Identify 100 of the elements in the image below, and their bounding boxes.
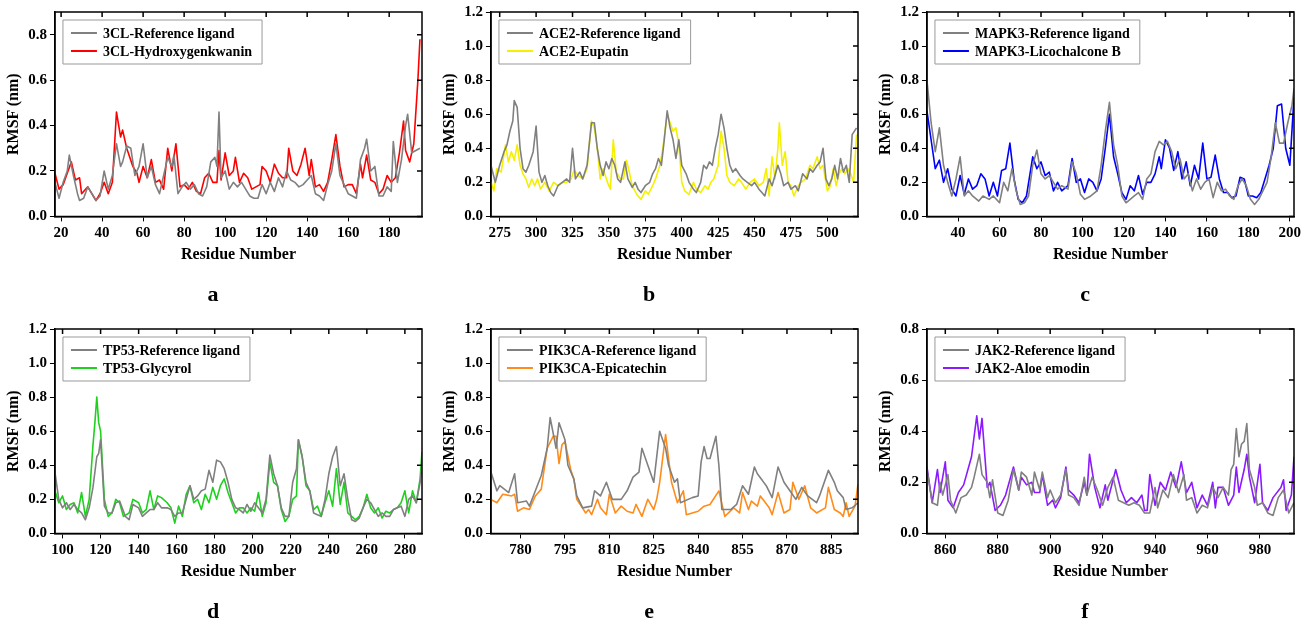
x-tick-label: 350	[597, 224, 621, 241]
text: e	[644, 598, 655, 624]
x-tick-label: 795	[553, 541, 577, 558]
y-tick-label: 1.2	[464, 2, 483, 19]
text: b	[642, 281, 656, 307]
x-tick-label: 425	[706, 224, 730, 241]
y-tick-label: 0.0	[464, 207, 483, 224]
x-tick-label: 80	[1033, 224, 1049, 241]
x-tick-label: 240	[317, 541, 341, 558]
y-tick-label: 0.2	[900, 173, 919, 190]
x-tick-label: 840	[686, 541, 710, 558]
x-tick-label: 140	[295, 224, 319, 241]
y-axis-title: RMSF (nm)	[439, 73, 458, 156]
y-tick-label: 0.4	[28, 116, 48, 133]
y-tick-label: 0.4	[464, 139, 484, 156]
x-tick-label: 450	[743, 224, 766, 241]
x-tick-label: 940	[1143, 541, 1167, 558]
x-tick-label: 80	[176, 224, 192, 241]
y-tick-label: 0.0	[28, 207, 47, 224]
y-tick-label: 0.6	[28, 71, 48, 88]
y-tick-label: 0.8	[28, 388, 47, 405]
x-tick-label: 780	[509, 541, 532, 558]
y-tick-label: 1.2	[464, 319, 483, 336]
legend-label: TP53-Reference ligand	[102, 342, 241, 358]
x-axis-title: Residue Number	[180, 245, 297, 263]
x-tick-label: 100	[1071, 224, 1094, 241]
x-tick-label: 140	[1154, 224, 1177, 241]
y-tick-label: 0.4	[900, 139, 920, 156]
y-axis-title: RMSF (nm)	[875, 73, 894, 156]
x-tick-label: 180	[377, 224, 401, 241]
x-tick-label: 200	[1278, 224, 1302, 241]
x-axis-title: Residue Number	[616, 245, 733, 263]
y-tick-label: 1.0	[464, 353, 483, 370]
x-axis-title: Residue Number	[1052, 245, 1169, 263]
x-tick-label: 885	[820, 541, 843, 558]
x-tick-label: 160	[1195, 224, 1219, 241]
x-tick-label: 325	[561, 224, 584, 241]
y-tick-label: 0.2	[900, 473, 919, 490]
y-tick-label: 0.8	[28, 25, 47, 42]
y-tick-label: 0.6	[464, 105, 484, 122]
legend-label: MAPK3-Reference ligand	[974, 25, 1131, 41]
legend-label: ACE2-Reference ligand	[538, 25, 681, 41]
y-tick-label: 0.0	[464, 524, 483, 541]
y-tick-label: 1.2	[900, 2, 919, 19]
x-tick-label: 275	[488, 224, 511, 241]
x-tick-label: 120	[254, 224, 278, 241]
y-tick-label: 1.0	[28, 353, 47, 370]
x-tick-label: 60	[992, 224, 1008, 241]
x-tick-label: 180	[1237, 224, 1260, 241]
y-tick-label: 0.0	[900, 207, 919, 224]
y-tick-label: 1.2	[28, 319, 47, 336]
y-axis-title: RMSF (nm)	[3, 73, 22, 156]
x-tick-label: 475	[779, 224, 803, 241]
x-tick-label: 500	[816, 224, 839, 241]
y-tick-label: 0.4	[464, 456, 484, 473]
x-tick-label: 60	[135, 224, 151, 241]
text: c	[1080, 281, 1091, 307]
y-tick-label: 0.0	[900, 524, 919, 541]
x-axis-title: Residue Number	[1052, 562, 1169, 580]
y-tick-label: 0.8	[900, 71, 919, 88]
x-tick-label: 120	[1112, 224, 1136, 241]
x-tick-label: 220	[279, 541, 303, 558]
text: d	[206, 598, 220, 624]
x-tick-label: 260	[355, 541, 379, 558]
legend-label: JAK2-Aloe emodin	[974, 360, 1090, 376]
x-tick-label: 900	[1038, 541, 1062, 558]
x-tick-label: 300	[524, 224, 548, 241]
legend-label: 3CL-Hydroxygenkwanin	[102, 43, 253, 59]
x-tick-label: 960	[1196, 541, 1219, 558]
x-tick-label: 870	[775, 541, 799, 558]
y-tick-label: 0.2	[28, 161, 47, 178]
x-tick-label: 825	[642, 541, 665, 558]
x-tick-label: 200	[241, 541, 264, 558]
text: f	[1081, 598, 1090, 624]
legend-label: JAK2-Reference ligand	[974, 342, 1116, 358]
x-tick-label: 880	[986, 541, 1009, 558]
y-tick-label: 1.0	[464, 36, 483, 53]
y-tick-label: 0.6	[900, 105, 920, 122]
x-tick-label: 160	[336, 224, 360, 241]
x-tick-label: 860	[934, 541, 957, 558]
y-axis-title: RMSF (nm)	[875, 390, 894, 473]
x-tick-label: 810	[598, 541, 621, 558]
y-tick-label: 0.6	[464, 422, 484, 439]
x-tick-label: 980	[1248, 541, 1272, 558]
y-tick-label: 0.2	[464, 173, 483, 190]
y-tick-label: 0.8	[464, 388, 483, 405]
x-tick-label: 20	[53, 224, 69, 241]
x-axis-title: Residue Number	[180, 562, 297, 580]
y-tick-label: 0.2	[28, 490, 47, 507]
x-tick-label: 120	[89, 541, 112, 558]
legend-label: PIK3CA-Reference ligand	[538, 342, 697, 358]
x-axis-title: Residue Number	[616, 562, 733, 580]
y-axis-title: RMSF (nm)	[439, 390, 458, 473]
y-tick-label: 0.4	[28, 456, 48, 473]
legend-label: ACE2-Eupatin	[538, 43, 629, 59]
legend-label: 3CL-Reference ligand	[102, 25, 235, 41]
x-tick-label: 160	[165, 541, 188, 558]
x-tick-label: 855	[731, 541, 754, 558]
x-tick-label: 400	[670, 224, 694, 241]
legend-label: TP53-Glycyrol	[102, 360, 192, 376]
